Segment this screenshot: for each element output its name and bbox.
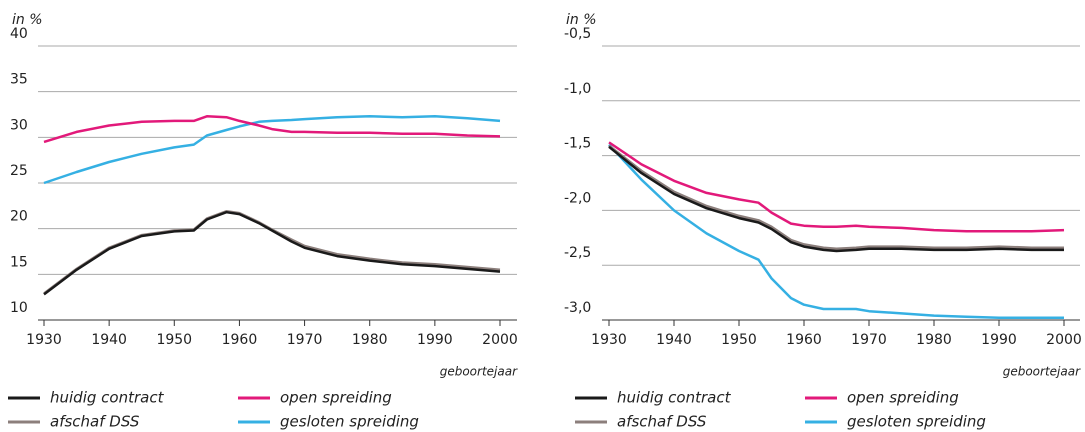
x-tick-label: 1960	[786, 332, 822, 348]
y-tick-label: 35	[10, 72, 28, 88]
x-tick-label: 1970	[287, 332, 323, 348]
x-tick-label: 1930	[26, 332, 62, 348]
legend-label: huidig contract	[50, 389, 165, 407]
x-tick-label: 1970	[851, 332, 887, 348]
y-tick-label: 30	[10, 117, 28, 133]
y-tick-label: -2,0	[564, 190, 591, 206]
y-tick-label: 15	[10, 254, 28, 270]
x-tick-label: 1940	[656, 332, 692, 348]
y-tick-label: -0,5	[564, 26, 591, 42]
x-tick-label: 1930	[591, 332, 627, 348]
x-tick-label: 1990	[417, 332, 453, 348]
x-tick-label: 1950	[721, 332, 757, 348]
series-line	[43, 210, 501, 296]
series-line	[43, 115, 501, 144]
series-line	[608, 143, 1064, 320]
y-axis-label: in %	[12, 12, 43, 28]
series-line	[608, 144, 1064, 251]
x-tick-label: 1960	[222, 332, 258, 348]
y-tick-label: -1,0	[564, 81, 591, 97]
series-line	[608, 145, 1064, 253]
x-axis-label: geboortejaar	[440, 365, 518, 379]
x-tick-label: 1980	[916, 332, 952, 348]
y-axis-label: in %	[566, 12, 597, 28]
x-tick-label: 1950	[156, 332, 192, 348]
legend-label: open spreiding	[280, 389, 392, 407]
y-tick-label: 10	[10, 300, 28, 316]
legend-label: afschaf DSS	[617, 413, 707, 431]
x-tick-label: 1990	[981, 332, 1017, 348]
series-line	[608, 141, 1065, 233]
x-tick-label: 1980	[352, 332, 388, 348]
y-tick-label: 40	[10, 26, 28, 42]
y-tick-label: -2,5	[564, 245, 591, 261]
y-tick-label: 20	[10, 209, 28, 225]
x-tick-label: 2000	[1046, 332, 1082, 348]
y-tick-label: 25	[10, 163, 28, 179]
y-tick-label: -1,5	[564, 136, 591, 152]
x-axis-label: geboortejaar	[1003, 365, 1081, 379]
legend-label: gesloten spreiding	[847, 413, 986, 431]
series-line	[43, 210, 501, 295]
legend-label: open spreiding	[847, 389, 959, 407]
y-tick-label: -3,0	[564, 300, 591, 316]
x-tick-label: 1940	[91, 332, 127, 348]
legend-label: gesloten spreiding	[280, 413, 419, 431]
legend-label: huidig contract	[617, 389, 732, 407]
series-line	[43, 115, 501, 185]
x-tick-label: 2000	[482, 332, 518, 348]
legend-label: afschaf DSS	[50, 413, 140, 431]
